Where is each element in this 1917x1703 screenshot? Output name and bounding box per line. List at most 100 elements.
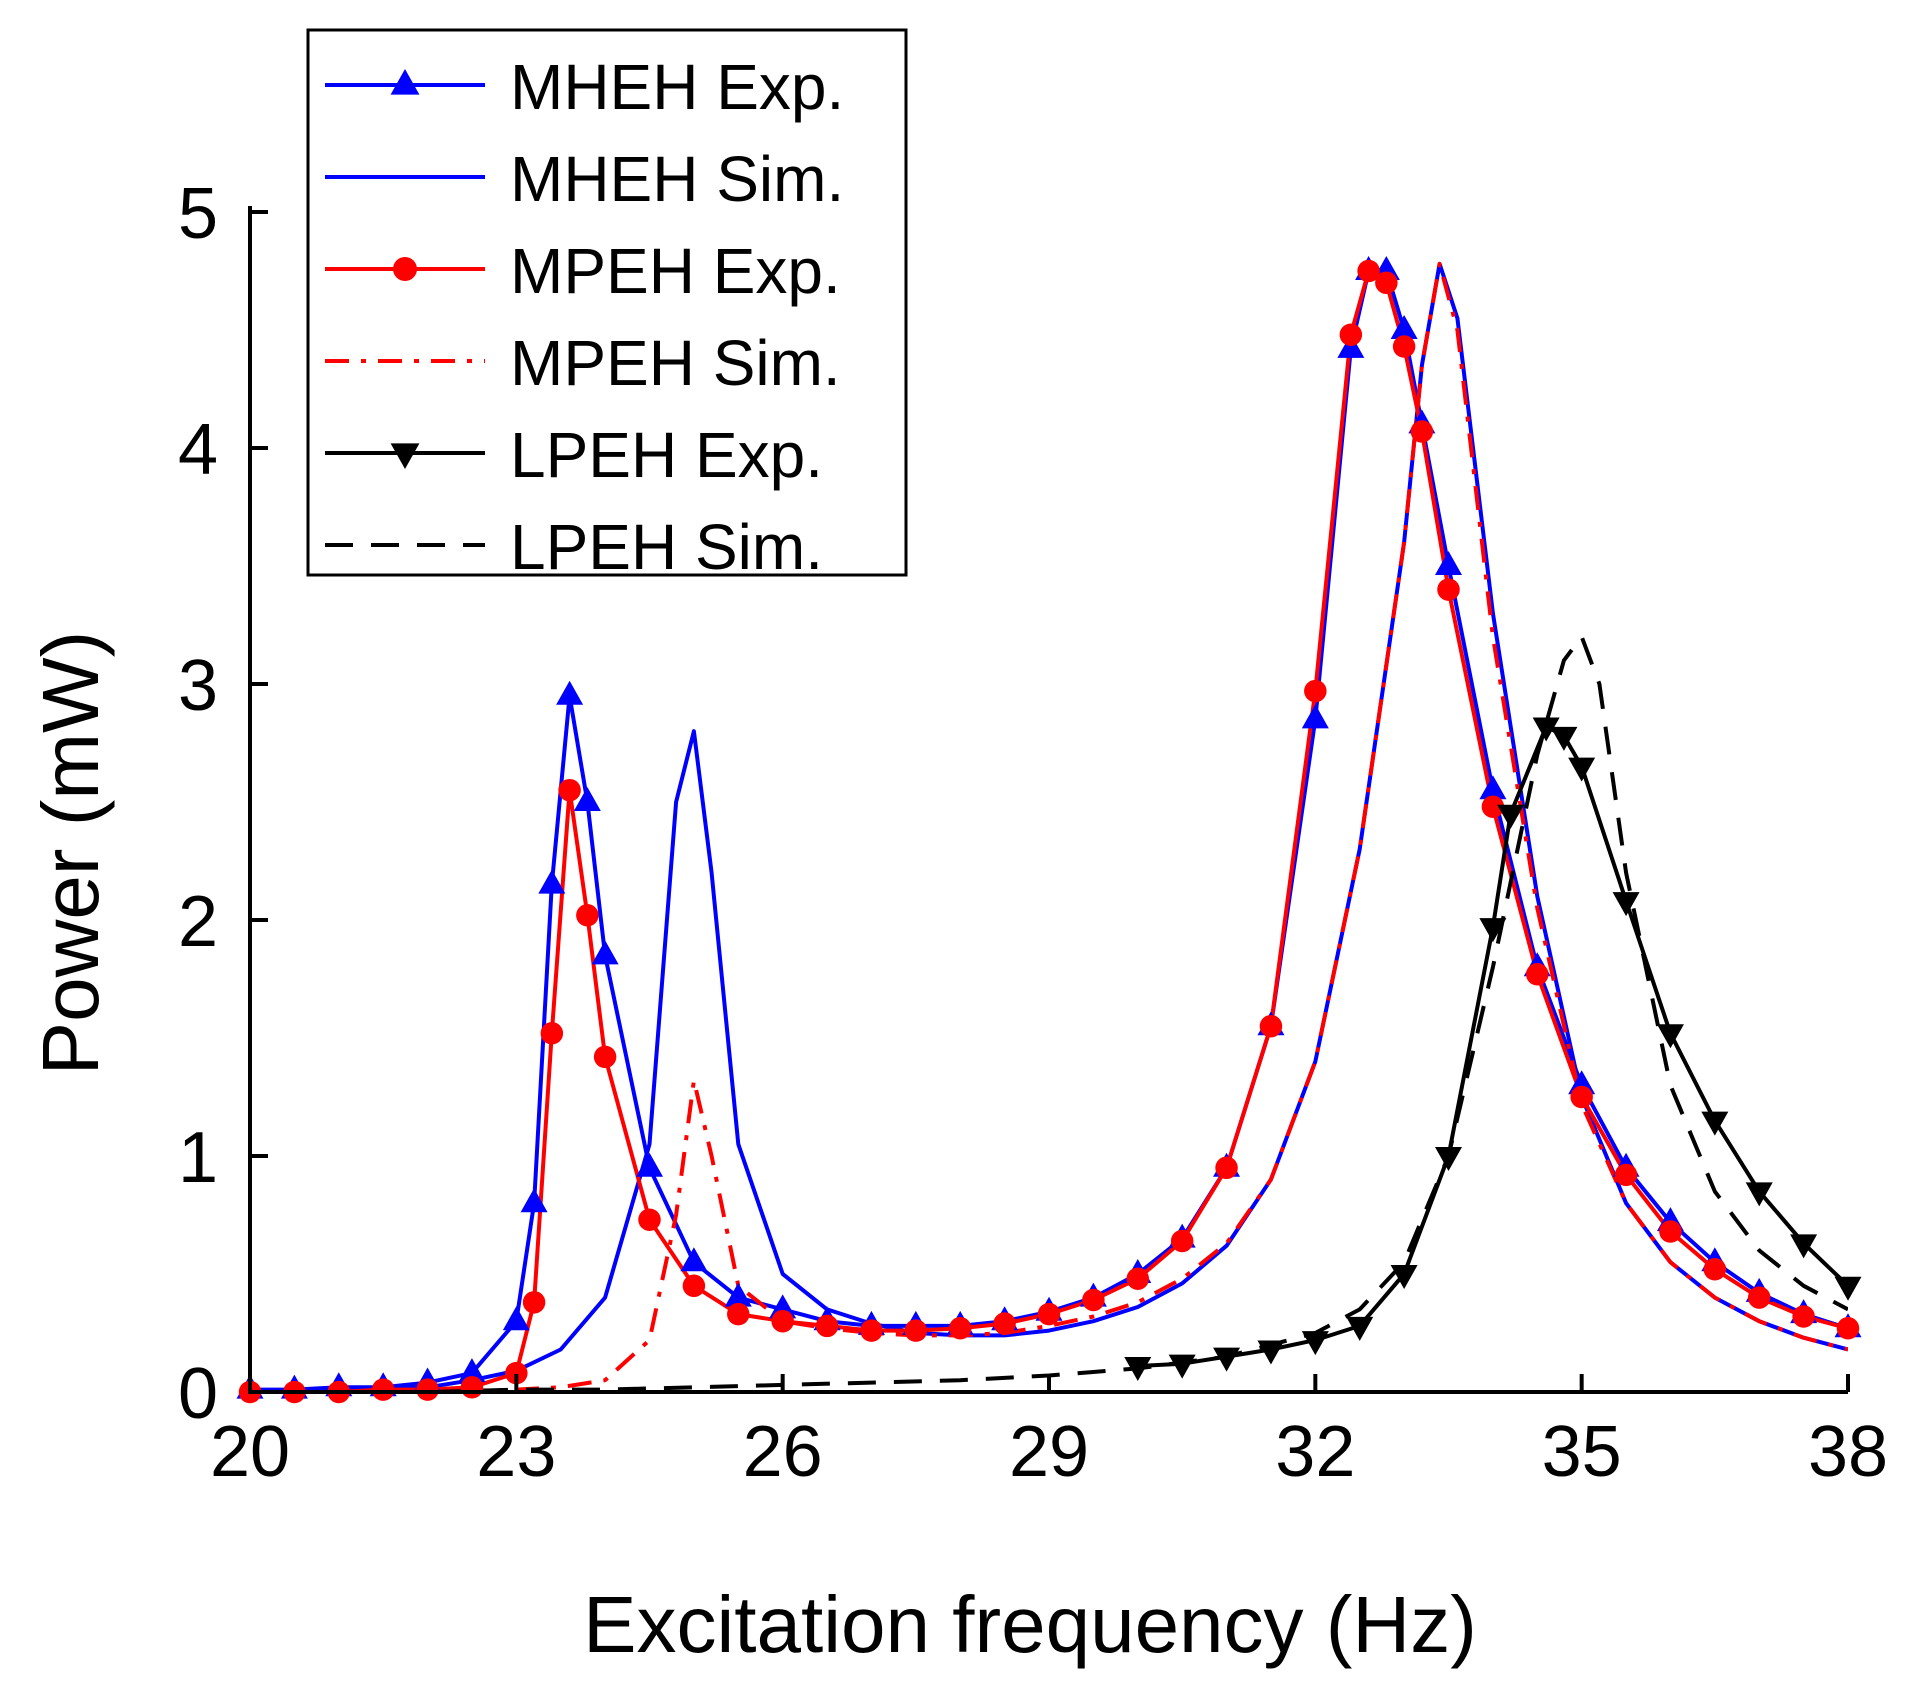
legend-label-lpeh-exp: LPEH Exp. — [510, 419, 823, 491]
y-tick-label: 1 — [178, 1118, 218, 1198]
data-point-mpeh-exp — [993, 1312, 1016, 1335]
data-point-mheh-exp — [520, 1188, 548, 1213]
data-point-mheh-exp — [1390, 315, 1418, 339]
data-point-mpeh-exp — [1747, 1286, 1771, 1309]
data-point-lpeh-exp — [1346, 1316, 1374, 1341]
data-point-mpeh-exp — [540, 1022, 564, 1045]
data-point-mpeh-exp — [522, 1291, 546, 1314]
y-tick-label: 5 — [178, 174, 218, 254]
legend: MHEH Exp. MHEH Sim. MPEH Exp. MPEH Sim. LPEH… — [306, 28, 908, 583]
data-point-mheh-exp — [636, 1152, 663, 1177]
data-point-mpeh-exp — [1526, 963, 1549, 986]
data-point-mheh-exp — [573, 787, 601, 811]
legend-marker-mheh-exp — [390, 69, 420, 95]
data-point-mpeh-exp — [1357, 259, 1380, 283]
data-point-mpeh-exp — [1304, 679, 1327, 703]
series-line-mpeh-sim — [250, 261, 1848, 1392]
y-tick-label: 2 — [178, 882, 218, 962]
legend-marker-mpeh-exp — [393, 257, 417, 281]
data-point-lpeh-exp — [1612, 892, 1640, 917]
data-point-mpeh-exp — [1836, 1317, 1860, 1340]
data-point-mheh-exp — [538, 869, 566, 894]
data-point-mpeh-exp — [1126, 1267, 1150, 1290]
legend-item-lpeh-exp: LPEH Exp. — [325, 419, 823, 491]
data-point-mpeh-exp — [638, 1208, 661, 1231]
legend-box — [306, 28, 908, 577]
data-point-mpeh-exp — [558, 778, 581, 802]
y-tick-label: 4 — [178, 410, 218, 490]
legend-label-mpeh-sim: MPEH Sim. — [510, 327, 841, 399]
data-point-mheh-exp — [591, 940, 619, 965]
data-point-mpeh-exp — [1481, 795, 1505, 818]
data-point-mheh-exp — [502, 1306, 530, 1331]
legend-item-lpeh-sim: LPEH Sim. — [325, 511, 823, 583]
data-point-mpeh-exp — [1259, 1014, 1283, 1038]
data-point-mpeh-exp — [593, 1045, 617, 1069]
data-point-lpeh-exp — [1497, 804, 1525, 829]
x-tick-label: 38 — [1808, 1412, 1888, 1492]
legend-label-mheh-exp: MHEH Exp. — [510, 51, 844, 123]
data-point-mpeh-exp — [727, 1302, 750, 1326]
legend-label-lpeh-sim: LPEH Sim. — [510, 511, 823, 583]
data-point-mpeh-exp — [505, 1361, 528, 1385]
data-point-mpeh-exp — [1215, 1156, 1238, 1180]
x-tick-label: 35 — [1542, 1412, 1622, 1492]
data-point-lpeh-exp — [1701, 1111, 1729, 1136]
data-point-mheh-exp — [724, 1282, 752, 1307]
data-point-mpeh-exp — [1570, 1085, 1593, 1109]
data-point-lpeh-exp — [1550, 726, 1578, 751]
x-tick-label: 23 — [476, 1412, 556, 1492]
data-point-mpeh-exp — [1392, 335, 1416, 358]
data-point-lpeh-exp — [1479, 918, 1507, 943]
x-axis-title: Excitation frequency (Hz) — [583, 1580, 1477, 1669]
data-point-lpeh-exp — [1790, 1234, 1818, 1259]
data-point-mheh-exp — [680, 1247, 708, 1272]
data-point-mpeh-exp — [1614, 1163, 1638, 1187]
data-point-mpeh-exp — [1082, 1288, 1105, 1312]
data-point-mpeh-exp — [1410, 420, 1434, 443]
data-point-mpeh-exp — [1037, 1302, 1061, 1326]
data-point-mpeh-exp — [1170, 1229, 1194, 1253]
x-tick-label: 29 — [1009, 1412, 1089, 1492]
data-point-lpeh-exp — [1301, 1331, 1329, 1356]
data-point-lpeh-exp — [1568, 757, 1596, 782]
data-point-mpeh-exp — [904, 1319, 928, 1342]
data-point-mpeh-exp — [948, 1317, 972, 1340]
data-point-mheh-exp — [458, 1358, 486, 1383]
series-line-lpeh-sim — [250, 634, 1848, 1392]
data-point-mpeh-exp — [682, 1274, 706, 1298]
y-tick-label: 3 — [178, 646, 218, 726]
data-point-mpeh-exp — [1792, 1305, 1815, 1328]
data-point-mpeh-exp — [771, 1309, 794, 1333]
data-point-mpeh-exp — [576, 904, 599, 927]
data-point-lpeh-exp — [1834, 1276, 1862, 1301]
data-point-mpeh-exp — [460, 1376, 484, 1399]
data-point-mpeh-exp — [860, 1319, 883, 1342]
data-point-mheh-exp — [556, 680, 584, 705]
data-point-mpeh-exp — [1659, 1220, 1682, 1243]
legend-item-mheh-sim: MHEH Sim. — [325, 143, 844, 215]
data-point-mpeh-exp — [1703, 1258, 1727, 1281]
data-point-mpeh-exp — [1375, 271, 1398, 295]
legend-item-mpeh-exp: MPEH Exp. — [325, 235, 841, 307]
legend-item-mpeh-sim: MPEH Sim. — [325, 327, 841, 399]
data-point-mpeh-exp — [416, 1378, 439, 1401]
data-point-lpeh-exp — [1124, 1357, 1152, 1382]
data-point-lpeh-exp — [1435, 1147, 1462, 1171]
x-tick-label: 26 — [743, 1412, 823, 1492]
data-point-mpeh-exp — [1437, 578, 1460, 601]
data-point-mheh-exp — [1301, 704, 1329, 729]
data-point-lpeh-exp — [1168, 1354, 1196, 1379]
data-point-lpeh-exp — [1532, 717, 1560, 742]
data-point-mheh-exp — [1435, 551, 1462, 575]
data-point-mpeh-exp — [815, 1314, 839, 1338]
data-point-mheh-exp — [1479, 775, 1507, 800]
data-point-mpeh-exp — [371, 1378, 395, 1401]
data-point-lpeh-exp — [1213, 1347, 1241, 1372]
data-point-mpeh-exp — [1339, 323, 1363, 346]
legend-marker-lpeh-exp — [390, 443, 420, 469]
data-point-lpeh-exp — [1257, 1340, 1285, 1365]
x-tick-label: 32 — [1275, 1412, 1355, 1492]
